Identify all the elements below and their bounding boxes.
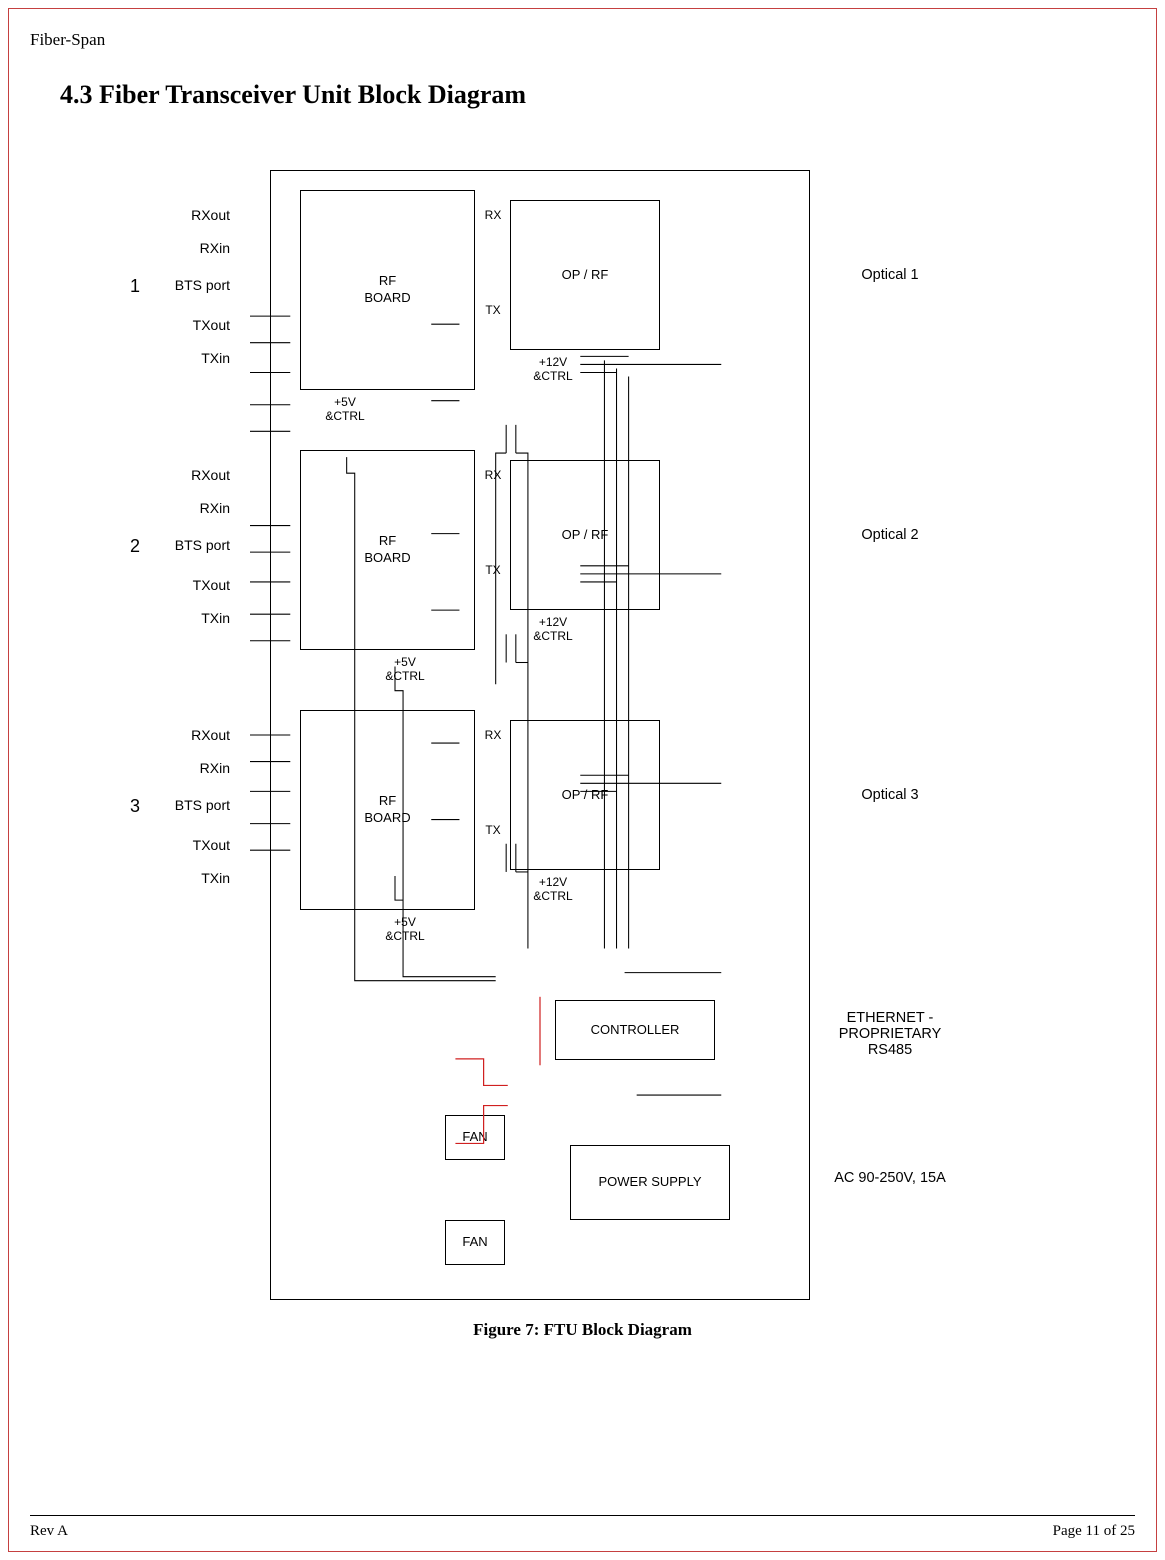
footer-rev: Rev A bbox=[30, 1523, 68, 1540]
port-1-rxin: RXin bbox=[150, 240, 230, 256]
diagram: RFBOARD OP / RF RFBOARD OP / RF RFBOARD … bbox=[250, 170, 830, 1300]
rx-2: RX bbox=[478, 468, 508, 482]
tx-2: TX bbox=[478, 563, 508, 577]
fan-2: FAN bbox=[445, 1220, 505, 1265]
rx-1: RX bbox=[478, 208, 508, 222]
optical-3: Optical 3 bbox=[820, 787, 960, 803]
port-1-bts: BTS port bbox=[150, 277, 230, 293]
port-3-rxin: RXin bbox=[150, 760, 230, 776]
port-3-txin: TXin bbox=[150, 870, 230, 886]
v12-2: +12V&CTRL bbox=[528, 615, 578, 644]
port-1-txin: TXin bbox=[150, 350, 230, 366]
v5-1: +5V&CTRL bbox=[320, 395, 370, 424]
port-num-2: 2 bbox=[130, 536, 140, 557]
tx-3: TX bbox=[478, 823, 508, 837]
figure-caption: Figure 7: FTU Block Diagram bbox=[0, 1320, 1165, 1340]
optical-1: Optical 1 bbox=[820, 267, 960, 283]
v12-1: +12V&CTRL bbox=[528, 355, 578, 384]
optical-2: Optical 2 bbox=[820, 527, 960, 543]
v5-2: +5V&CTRL bbox=[380, 655, 430, 684]
oprf-3: OP / RF bbox=[510, 720, 660, 870]
footer-rule bbox=[30, 1515, 1135, 1516]
port-1-rxout: RXout bbox=[150, 207, 230, 223]
rf-board-2: RFBOARD bbox=[300, 450, 475, 650]
port-2-rxin: RXin bbox=[150, 500, 230, 516]
port-2-txout: TXout bbox=[150, 577, 230, 593]
oprf-2: OP / RF bbox=[510, 460, 660, 610]
tx-1: TX bbox=[478, 303, 508, 317]
section-title: 4.3 Fiber Transceiver Unit Block Diagram bbox=[60, 80, 526, 110]
rf-board-1: RFBOARD bbox=[300, 190, 475, 390]
port-2-txin: TXin bbox=[150, 610, 230, 626]
port-num-3: 3 bbox=[130, 796, 140, 817]
port-1-txout: TXout bbox=[150, 317, 230, 333]
ac-label: AC 90-250V, 15A bbox=[820, 1170, 960, 1186]
v12-3: +12V&CTRL bbox=[528, 875, 578, 904]
port-num-1: 1 bbox=[130, 276, 140, 297]
footer-page: Page 11 of 25 bbox=[1053, 1523, 1135, 1540]
port-2-bts: BTS port bbox=[150, 537, 230, 553]
controller: CONTROLLER bbox=[555, 1000, 715, 1060]
ethernet-label: ETHERNET - PROPRIETARY RS485 bbox=[820, 1010, 960, 1058]
rf-board-3: RFBOARD bbox=[300, 710, 475, 910]
page-header: Fiber-Span bbox=[30, 30, 105, 50]
port-3-rxout: RXout bbox=[150, 727, 230, 743]
port-3-txout: TXout bbox=[150, 837, 230, 853]
v5-3: +5V&CTRL bbox=[380, 915, 430, 944]
rx-3: RX bbox=[478, 728, 508, 742]
power-supply: POWER SUPPLY bbox=[570, 1145, 730, 1220]
oprf-1: OP / RF bbox=[510, 200, 660, 350]
fan-1: FAN bbox=[445, 1115, 505, 1160]
port-2-rxout: RXout bbox=[150, 467, 230, 483]
port-3-bts: BTS port bbox=[150, 797, 230, 813]
